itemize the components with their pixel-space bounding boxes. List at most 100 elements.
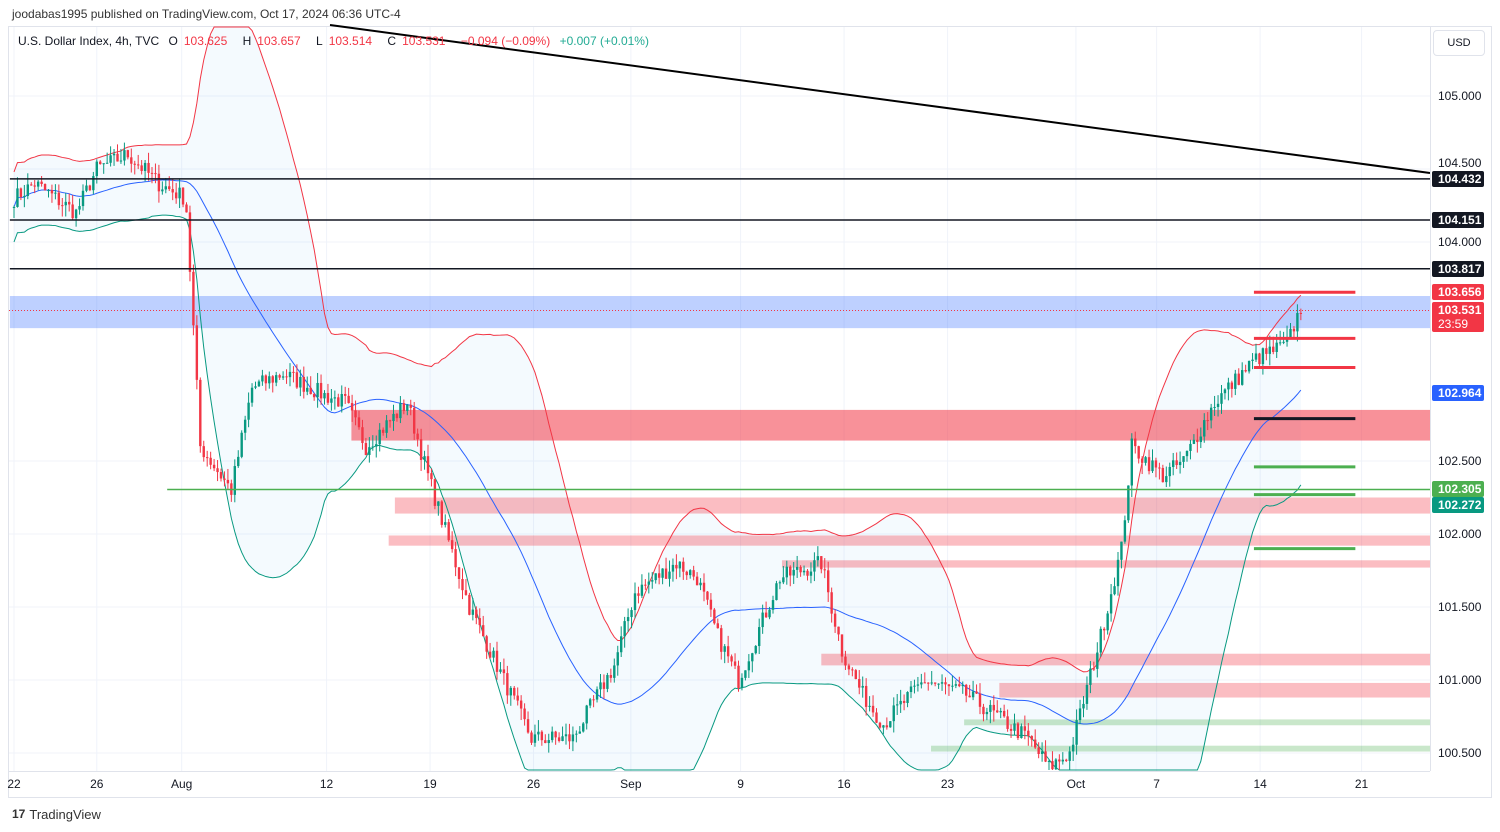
candle-body — [775, 583, 778, 601]
candle-body — [1282, 341, 1285, 343]
candle-body — [1182, 456, 1185, 462]
candle-body — [174, 192, 178, 199]
low-value: 103.514 — [328, 34, 373, 48]
candle-body — [868, 705, 871, 707]
currency-button[interactable]: USD — [1433, 30, 1485, 56]
candle-body — [1078, 708, 1082, 721]
time-tick: Oct — [1066, 777, 1086, 791]
candle-body — [720, 628, 723, 652]
candle-body — [1172, 460, 1175, 467]
candle-body — [954, 684, 958, 686]
symbol-name[interactable]: U.S. Dollar Index, 4h, TVC — [18, 34, 160, 48]
candle-body — [654, 573, 657, 581]
candle-body — [602, 682, 606, 689]
candle-body — [333, 397, 337, 399]
symbol-legend: U.S. Dollar Index, 4h, TVC O 103.625 H 103… — [18, 34, 655, 48]
candle-body — [1140, 458, 1144, 463]
candle-body — [1278, 342, 1282, 344]
candle-body — [547, 740, 550, 744]
candle-body — [713, 609, 716, 624]
candle-body — [102, 163, 105, 165]
candle-body — [1085, 684, 1089, 704]
candle-body — [212, 464, 216, 469]
candle-body — [302, 376, 305, 392]
candle-body — [461, 579, 464, 591]
candle-body — [275, 375, 278, 383]
price-axis-border — [1430, 26, 1431, 771]
candle-body — [1054, 759, 1058, 770]
candle-body — [1089, 668, 1092, 685]
candle-body — [1165, 476, 1168, 483]
candle-body — [709, 599, 713, 610]
candle-body — [1068, 751, 1071, 761]
price-axis-label: 103.531 23:59 — [1432, 302, 1484, 333]
candle-body — [1244, 370, 1247, 372]
candle-body — [74, 209, 78, 219]
candle-body — [761, 612, 764, 628]
candle-body — [354, 410, 357, 418]
candle-body — [361, 427, 364, 444]
candle-body — [316, 382, 319, 398]
candle-body — [50, 190, 54, 194]
candle-body — [12, 206, 16, 208]
candle-body — [340, 393, 343, 407]
candle-body — [392, 413, 395, 422]
time-tick: Sep — [620, 777, 642, 791]
publisher-line: joodabas1995 published on TradingView.co… — [12, 7, 401, 21]
candle-body — [858, 679, 861, 688]
candle-body — [568, 734, 571, 742]
candle-body — [147, 162, 150, 173]
candle-body — [930, 682, 933, 684]
price-axis-label: 102.964 — [1432, 385, 1484, 402]
candle-body — [368, 447, 371, 455]
candle-body — [330, 398, 333, 403]
candle-body — [423, 456, 426, 460]
candle-body — [1151, 460, 1154, 472]
candle-body — [768, 609, 771, 618]
candle-body — [285, 376, 288, 378]
candle-body — [913, 685, 916, 687]
candle-body — [896, 704, 899, 706]
candle-body — [444, 522, 447, 525]
candle-body — [971, 691, 975, 698]
candle-body — [996, 710, 999, 713]
candle-body — [906, 692, 909, 704]
candle-body — [1237, 373, 1240, 385]
candle-body — [133, 163, 136, 165]
candle-body — [544, 740, 547, 744]
candle-body — [1116, 559, 1120, 587]
candle-body — [706, 591, 709, 600]
candle-body — [1261, 348, 1265, 365]
candle-body — [464, 590, 468, 595]
candle-body — [744, 670, 747, 678]
low-label: L — [316, 34, 323, 48]
candle-body — [933, 682, 937, 684]
candle-body — [871, 705, 875, 713]
candle-body — [992, 704, 995, 711]
candle-body — [585, 705, 588, 724]
tradingview-logo[interactable]: 17 TradingView — [12, 807, 101, 822]
candle-body — [844, 656, 847, 666]
candle-body — [99, 161, 102, 165]
candle-body — [523, 708, 526, 720]
candle-body — [937, 683, 940, 685]
candle-body — [975, 691, 978, 694]
time-tick: 16 — [837, 777, 851, 791]
candle-body — [264, 375, 268, 384]
high-label: H — [242, 34, 252, 48]
candle-body — [364, 443, 368, 455]
candle-body — [216, 468, 219, 473]
candle-body — [454, 549, 457, 568]
candle-body — [378, 429, 381, 445]
candle-body — [185, 204, 188, 213]
candle-body — [882, 725, 885, 728]
candle-body — [306, 387, 309, 392]
price-tick: 104.000 — [1438, 235, 1482, 249]
candle-body — [1071, 744, 1075, 752]
candle-body — [71, 204, 74, 219]
candle-body — [1134, 438, 1137, 447]
candle-body — [206, 457, 209, 459]
candle-body — [851, 669, 854, 671]
candle-body — [1075, 720, 1078, 745]
